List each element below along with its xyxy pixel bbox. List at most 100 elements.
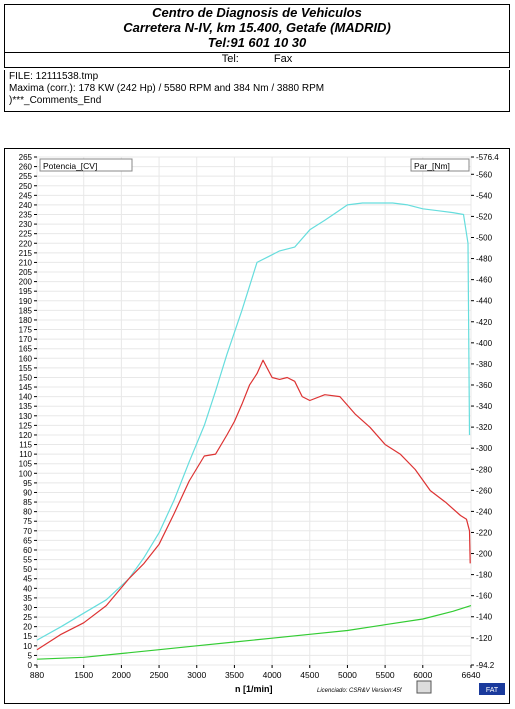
y-right-tick-label: -540 — [476, 191, 493, 200]
header-title: Centro de Diagnosis de Vehiculos — [152, 5, 362, 20]
y-left-tick-label: 230 — [19, 220, 33, 229]
y-left-tick-label: 115 — [19, 441, 32, 450]
y-left-tick-label: 210 — [19, 258, 33, 267]
y-right-tick-label: -94.2 — [476, 661, 495, 670]
y-left-tick-label: 40 — [23, 584, 32, 593]
y-right-label: Par_[Nm] — [414, 161, 450, 171]
y-left-tick-label: 120 — [19, 431, 33, 440]
y-right-tick-label: -240 — [476, 507, 493, 516]
y-left-tick-label: 240 — [19, 201, 33, 210]
y-left-tick-label: 130 — [19, 412, 33, 421]
y-left-tick-label: 90 — [23, 488, 32, 497]
y-left-tick-label: 170 — [19, 335, 33, 344]
y-right-tick-label: -500 — [476, 233, 493, 242]
y-right-tick-label: -200 — [476, 550, 493, 559]
y-right-tick-label: -520 — [476, 212, 493, 221]
header-phone: Tel:91 601 10 30 — [207, 35, 307, 50]
y-left-tick-label: 245 — [19, 191, 33, 200]
y-left-tick-label: 150 — [19, 373, 33, 382]
y-left-tick-label: 135 — [19, 402, 33, 411]
x-tick-label: 3500 — [225, 670, 244, 680]
y-right-tick-label: -300 — [476, 444, 493, 453]
y-left-tick-label: 180 — [19, 316, 33, 325]
y-left-tick-label: 20 — [23, 623, 32, 632]
y-left-tick-label: 200 — [19, 278, 33, 287]
y-left-tick-label: 255 — [19, 172, 33, 181]
y-left-tick-label: 80 — [23, 508, 32, 517]
y-right-tick-label: -220 — [476, 528, 493, 537]
chart-frame: 0 5 10 15 20 25 30 35 40 45 50 55 60 65 70 75 80 85 90 95 10… — [4, 148, 510, 704]
y-left-tick-label: 160 — [19, 354, 33, 363]
x-tick-label: 4000 — [263, 670, 282, 680]
y-left-tick-label: 50 — [23, 565, 32, 574]
x-tick-label: 3000 — [187, 670, 206, 680]
left-axis-ticks: 0510152025303540455055606570758085909510… — [19, 153, 37, 670]
tel-label: Tel: — [221, 53, 239, 65]
x-tick-label: 4500 — [300, 670, 319, 680]
y-left-tick-label: 95 — [23, 479, 32, 488]
x-tick-label: 6640 — [462, 670, 481, 680]
plot-area — [36, 156, 472, 666]
header-address: Carretera N-IV, km 15.400, Getafe (MADRI… — [123, 20, 391, 35]
y-left-tick-label: 185 — [19, 306, 33, 315]
y-right-tick-label: -460 — [476, 276, 493, 285]
y-right-tick-label: -576.4 — [476, 153, 499, 162]
scroll-handle[interactable] — [416, 680, 432, 694]
y-right-tick-label: -420 — [476, 318, 493, 327]
x-axis-label: n [1/min] — [235, 684, 273, 694]
test-info-panel: FILE: 12111538.tmp Maxima (corr.): 178 K… — [4, 70, 510, 112]
y-left-tick-label: 225 — [19, 230, 33, 239]
x-tick-label: 2500 — [150, 670, 169, 680]
y-left-tick-label: 190 — [19, 297, 33, 306]
y-right-tick-label: -120 — [476, 634, 493, 643]
y-right-tick-label: -400 — [476, 339, 493, 348]
y-left-tick-label: 15 — [23, 632, 32, 641]
y-left-tick-label: 55 — [23, 556, 32, 565]
licence-text: Licenciado: CSR&V Version:45f — [317, 688, 403, 694]
y-right-tick-label: -160 — [476, 592, 493, 601]
y-left-tick-label: 165 — [19, 345, 33, 354]
y-left-tick-label: 75 — [23, 517, 32, 526]
y-right-tick-label: -360 — [476, 381, 493, 390]
y-left-tick-label: 250 — [19, 182, 33, 191]
y-left-tick-label: 5 — [28, 651, 33, 660]
y-left-tick-label: 220 — [19, 239, 33, 248]
y-left-tick-label: 105 — [19, 460, 33, 469]
y-right-tick-label: -340 — [476, 402, 493, 411]
right-axis-ticks: -576.4 -560 -540 -520 -500 -480 -460 -440 -420 -4… — [471, 153, 499, 670]
y-left-tick-label: 10 — [23, 642, 32, 651]
left-label-box — [39, 158, 133, 172]
y-left-tick-label: 205 — [19, 268, 33, 277]
report-header: Centro de Diagnosis de Vehiculos Carrete… — [4, 4, 510, 68]
y-left-tick-label: 100 — [19, 469, 33, 478]
grid — [36, 156, 472, 666]
x-axis-ticks: 880 1500 2000 2500 3000 3500 4000 4500 5000 5500 6… — [30, 665, 481, 680]
y-left-tick-label: 35 — [23, 594, 32, 603]
y-left-tick-label: 235 — [19, 211, 33, 220]
y-right-tick-label: -180 — [476, 571, 493, 580]
y-left-tick-label: 85 — [23, 498, 32, 507]
y-right-tick-label: -140 — [476, 613, 493, 622]
y-left-tick-label: 140 — [19, 393, 33, 402]
y-right-tick-label: -260 — [476, 486, 493, 495]
y-right-tick-label: -480 — [476, 255, 493, 264]
y-left-tick-label: 260 — [19, 163, 33, 172]
x-tick-label: 1500 — [74, 670, 93, 680]
y-left-tick-label: 145 — [19, 383, 33, 392]
y-left-tick-label: 110 — [19, 450, 32, 459]
series-line-par — [36, 359, 471, 651]
x-tick-label: 2000 — [112, 670, 131, 680]
y-left-label: Potencia_[CV] — [43, 161, 97, 171]
y-left-tick-label: 65 — [23, 536, 32, 545]
x-tick-label: 5500 — [376, 670, 395, 680]
x-tick-label: 5000 — [338, 670, 357, 680]
y-left-tick-label: 70 — [23, 527, 32, 536]
y-right-tick-label: -560 — [476, 170, 493, 179]
y-right-tick-label: -380 — [476, 360, 493, 369]
logo-badge — [479, 683, 505, 695]
y-left-tick-label: 25 — [23, 613, 32, 622]
series-line-perdidas — [36, 605, 472, 660]
file-line: FILE: 12111538.tmp — [9, 71, 99, 82]
logo-text: FAT — [486, 687, 499, 694]
y-left-tick-label: 0 — [28, 661, 33, 670]
